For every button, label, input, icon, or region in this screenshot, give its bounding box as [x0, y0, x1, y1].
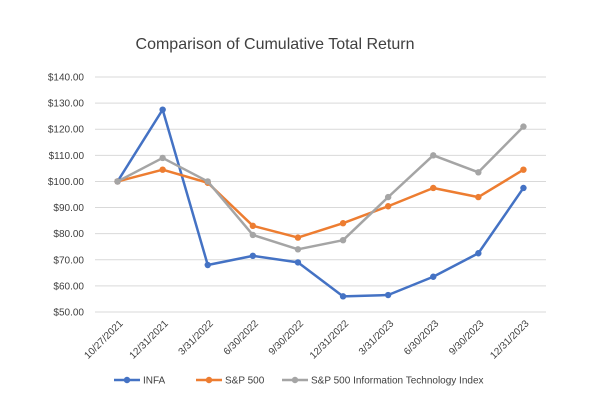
x-tick-label: 12/31/2022 [308, 318, 351, 361]
data-point [204, 178, 211, 185]
y-tick-label: $100.00 [48, 177, 85, 188]
data-point [475, 169, 482, 176]
data-point [520, 123, 527, 130]
data-point [294, 259, 302, 266]
legend-swatch-marker [123, 376, 131, 384]
legend-label: S&P 500 [225, 376, 265, 387]
series-1 [114, 106, 527, 300]
x-tick-label: 9/30/2022 [267, 318, 307, 358]
y-tick-label: $90.00 [53, 203, 84, 214]
series-group [114, 106, 527, 300]
data-point [339, 236, 347, 244]
data-point [249, 222, 257, 230]
data-point [430, 152, 437, 159]
data-point [475, 193, 482, 201]
y-tick-label: $140.00 [48, 73, 85, 84]
data-point [204, 261, 211, 269]
y-tick-label: $130.00 [48, 99, 85, 110]
data-point [384, 193, 392, 201]
data-point [384, 291, 392, 299]
x-tick-label: 3/31/2022 [177, 318, 217, 358]
y-tick-label: $50.00 [53, 308, 84, 319]
series-3 [114, 123, 527, 253]
x-tick-label: 6/30/2022 [222, 318, 262, 358]
y-tick-label: $120.00 [48, 125, 85, 136]
legend-swatch-marker [205, 376, 213, 384]
data-point [430, 184, 437, 192]
data-point [520, 166, 527, 173]
data-point [339, 293, 347, 300]
data-point [294, 234, 302, 241]
legend-item: INFA [114, 376, 166, 387]
x-tick-label: 12/31/2023 [488, 318, 531, 361]
data-point [159, 106, 166, 113]
x-tick-label: 6/30/2023 [402, 318, 442, 358]
x-tick-label: 3/31/2023 [357, 318, 397, 358]
series-line [117, 168, 525, 239]
gridlines [95, 76, 546, 313]
data-point [294, 246, 302, 253]
legend-label: INFA [143, 376, 166, 387]
y-tick-label: $80.00 [53, 229, 84, 240]
legend-item: S&P 500 Information Technology Index [282, 376, 484, 387]
data-point [339, 220, 347, 227]
series-line [116, 108, 525, 298]
y-axis-ticks: $50.00 $60.00 $70.00 $80.00 $90.00 $100.00 $11… [48, 73, 85, 319]
x-axis-ticks: 10/27/2021 12/31/2021 3/31/2022 6/30/2022 9/… [82, 318, 531, 361]
x-tick-label: 12/31/2021 [128, 318, 171, 361]
series-2 [114, 166, 527, 241]
legend: INFA S&P 500 S&P 500 Information Technolog… [114, 376, 484, 387]
y-tick-label: $110.00 [49, 151, 85, 162]
data-point [430, 273, 437, 280]
data-point [159, 166, 166, 173]
legend-item: S&P 500 [196, 376, 265, 387]
y-tick-label: $60.00 [53, 281, 84, 292]
data-point [475, 250, 482, 257]
data-point [249, 231, 257, 239]
y-tick-label: $70.00 [53, 255, 84, 266]
data-point [249, 252, 257, 260]
data-point [384, 203, 392, 210]
data-point [114, 178, 121, 185]
x-tick-label: 10/27/2021 [82, 318, 125, 361]
x-tick-label: 9/30/2023 [447, 318, 487, 358]
chart-title: Comparison of Cumulative Total Return [136, 36, 415, 53]
series-line [116, 125, 525, 251]
legend-label: S&P 500 Information Technology Index [311, 376, 484, 387]
legend-swatch-marker [291, 376, 299, 384]
data-point [159, 154, 166, 162]
data-point [520, 184, 527, 192]
